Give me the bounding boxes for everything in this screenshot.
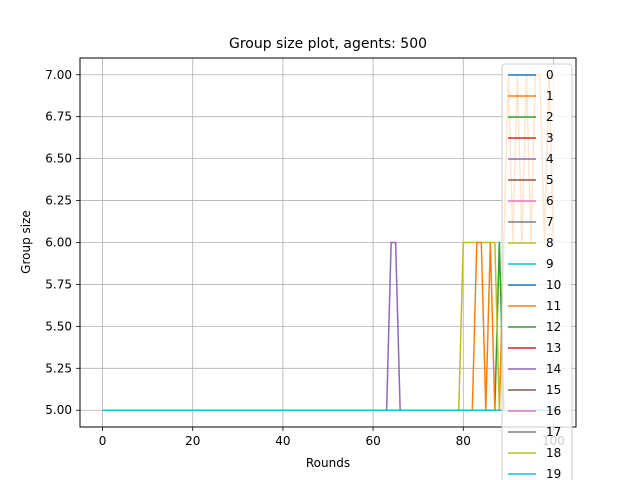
legend-label: 8 xyxy=(546,236,554,250)
y-axis-ticks: 5.00 5.25 5.50 5.75 6.00 6.25 6.50 6.75 7.00 xyxy=(45,68,80,417)
legend-label: 14 xyxy=(546,362,561,376)
legend-label: 12 xyxy=(546,320,561,334)
series-line-11 xyxy=(102,241,554,411)
legend-label: 0 xyxy=(546,68,554,82)
x-tick-label: 20 xyxy=(185,434,200,448)
x-tick-label: 80 xyxy=(456,434,471,448)
legend-label: 1 xyxy=(546,89,554,103)
legend-label: 6 xyxy=(546,194,554,208)
y-axis-label: Group size xyxy=(19,210,33,274)
legend-label: 3 xyxy=(546,131,554,145)
legend-box xyxy=(501,63,573,480)
legend-label: 16 xyxy=(546,404,561,418)
legend-label: 17 xyxy=(546,425,561,439)
legend-label: 11 xyxy=(546,299,561,313)
y-tick-label: 5.75 xyxy=(45,277,72,291)
x-tick-label: 0 xyxy=(99,434,107,448)
legend-label: 13 xyxy=(546,341,561,355)
x-tick-label: 40 xyxy=(275,434,290,448)
y-tick-label: 5.25 xyxy=(45,361,72,375)
y-tick-label: 6.00 xyxy=(45,236,72,250)
legend-label: 9 xyxy=(546,257,554,271)
x-axis-label: Rounds xyxy=(306,456,350,470)
legend-label: 15 xyxy=(546,383,561,397)
legend-label: 18 xyxy=(546,446,561,460)
legend-label: 10 xyxy=(546,278,561,292)
y-tick-label: 6.25 xyxy=(45,194,72,208)
y-tick-label: 5.00 xyxy=(45,403,72,417)
x-axis-ticks: 020406080100 xyxy=(99,427,565,448)
y-tick-label: 7.00 xyxy=(45,68,72,82)
legend-label: 4 xyxy=(546,152,554,166)
legend-label: 2 xyxy=(546,110,554,124)
chart-title: Group size plot, agents: 500 xyxy=(229,36,427,52)
legend-label: 7 xyxy=(546,215,554,229)
y-tick-label: 6.50 xyxy=(45,152,72,166)
y-tick-label: 6.75 xyxy=(45,110,72,124)
legend-label: 19 xyxy=(546,467,561,480)
x-tick-label: 60 xyxy=(365,434,380,448)
legend-label: 5 xyxy=(546,173,554,187)
y-tick-label: 5.50 xyxy=(45,319,72,333)
